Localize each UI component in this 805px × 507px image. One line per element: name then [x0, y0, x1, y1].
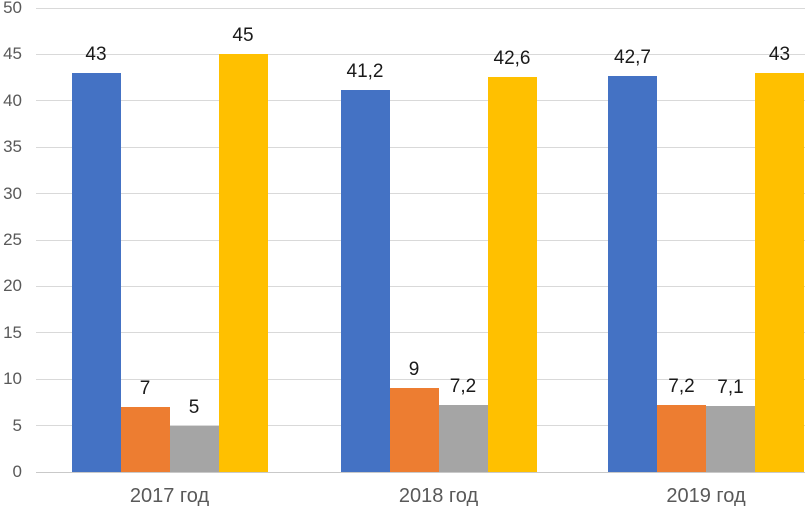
bar-orange-series-2017-год[interactable]	[120, 407, 170, 472]
gridline	[36, 332, 805, 334]
y-axis-tick-label: 15	[3, 322, 22, 342]
gridline	[36, 285, 805, 287]
y-axis-tick-label: 40	[3, 90, 22, 110]
x-axis-category-label: 2019 год	[666, 485, 746, 507]
x-axis-line	[36, 471, 805, 473]
y-axis-tick-label: 5	[12, 415, 22, 435]
bar-orange-series-2018-год[interactable]	[389, 388, 439, 472]
bar-gray-series-2017-год[interactable]	[169, 425, 219, 472]
y-axis-tick-label: 25	[3, 230, 22, 249]
bar-value-label: 7	[139, 378, 151, 400]
y-axis-tick-label: 30	[3, 183, 22, 203]
gridline	[36, 100, 805, 102]
bar-value-label: 7,2	[449, 376, 477, 398]
bar-blue-series-2019-год[interactable]	[608, 75, 657, 472]
bar-gray-series-2019-год[interactable]	[706, 406, 755, 472]
bar-yellow-series-2018-год[interactable]	[487, 76, 537, 472]
y-axis-tick-label: 20	[3, 276, 22, 296]
bar-value-label: 42,7	[614, 46, 651, 68]
y-axis-tick-label: 45	[3, 44, 22, 64]
y-axis-tick-label: 50	[3, 0, 22, 18]
bar-value-label: 45	[232, 25, 254, 47]
y-axis-tick-label: 10	[3, 369, 22, 389]
bar-value-label: 42,6	[493, 47, 531, 69]
bar-orange-series-2019-год[interactable]	[657, 405, 706, 472]
bar-value-label: 43	[85, 43, 107, 65]
bar-yellow-series-2017-год[interactable]	[218, 54, 268, 472]
bar-gray-series-2018-год[interactable]	[438, 405, 488, 472]
y-axis-tick-label: 35	[3, 137, 22, 157]
bar-value-label: 9	[408, 359, 420, 381]
gridline	[36, 53, 805, 55]
bar-value-label: 7,2	[668, 376, 695, 398]
bar-value-label: 7,1	[717, 377, 744, 399]
gridline	[36, 378, 805, 380]
x-axis-category-label: 2018 год	[398, 485, 479, 507]
bar-blue-series-2017-год[interactable]	[71, 72, 121, 472]
bar-yellow-series-2019-год[interactable]	[755, 72, 804, 472]
bar-value-label: 43	[768, 43, 791, 65]
gridline	[36, 239, 805, 241]
y-axis-tick-label: 0	[12, 462, 22, 481]
bar-value-label: 41,2	[346, 60, 384, 82]
gridline	[36, 146, 805, 148]
x-axis-category-label: 2017 год	[129, 485, 210, 507]
bar-value-label: 5	[188, 396, 200, 418]
bar-blue-series-2018-год[interactable]	[340, 89, 390, 472]
gridline	[36, 7, 805, 9]
gridline	[36, 193, 805, 195]
